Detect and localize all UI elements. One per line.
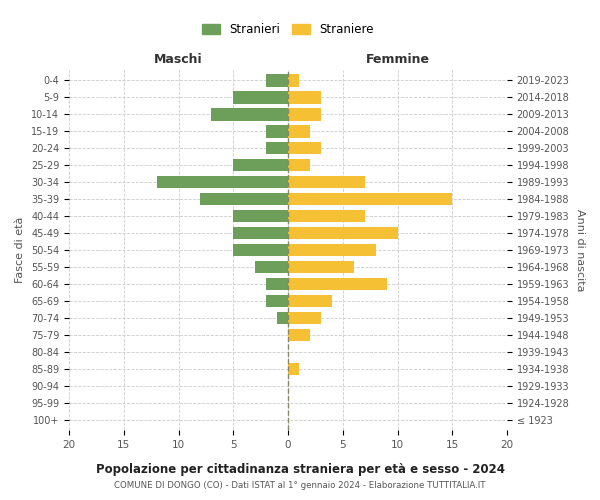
Bar <box>288 362 299 375</box>
Bar <box>288 176 365 188</box>
Bar <box>288 158 310 172</box>
Bar <box>288 91 321 104</box>
Y-axis label: Fasce di età: Fasce di età <box>16 217 25 283</box>
Bar <box>233 158 288 172</box>
Bar <box>288 210 365 222</box>
Bar <box>277 312 288 324</box>
Bar <box>266 125 288 138</box>
Bar <box>266 294 288 308</box>
Bar <box>288 108 321 120</box>
Bar <box>266 278 288 290</box>
Legend: Stranieri, Straniere: Stranieri, Straniere <box>197 18 379 40</box>
Bar <box>288 226 398 239</box>
Bar <box>233 210 288 222</box>
Bar <box>288 192 452 205</box>
Text: Maschi: Maschi <box>154 54 203 66</box>
Bar <box>266 74 288 86</box>
Bar <box>211 108 288 120</box>
Bar <box>288 142 321 154</box>
Bar <box>157 176 288 188</box>
Bar <box>288 260 354 274</box>
Text: Popolazione per cittadinanza straniera per età e sesso - 2024: Popolazione per cittadinanza straniera p… <box>95 462 505 475</box>
Bar <box>200 192 288 205</box>
Bar <box>288 312 321 324</box>
Bar <box>288 278 386 290</box>
Bar <box>288 74 299 86</box>
Bar <box>288 294 332 308</box>
Bar <box>233 244 288 256</box>
Bar <box>233 91 288 104</box>
Bar <box>288 125 310 138</box>
Text: Femmine: Femmine <box>365 54 430 66</box>
Bar <box>266 142 288 154</box>
Bar <box>255 260 288 274</box>
Y-axis label: Anni di nascita: Anni di nascita <box>575 209 585 291</box>
Text: COMUNE DI DONGO (CO) - Dati ISTAT al 1° gennaio 2024 - Elaborazione TUTTITALIA.I: COMUNE DI DONGO (CO) - Dati ISTAT al 1° … <box>114 481 486 490</box>
Bar <box>288 328 310 342</box>
Bar <box>233 226 288 239</box>
Bar <box>288 244 376 256</box>
